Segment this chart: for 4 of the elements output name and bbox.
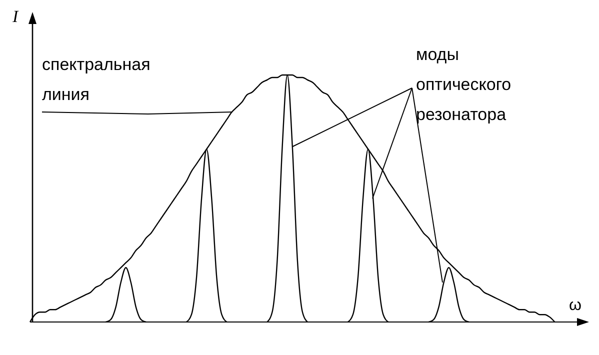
annotation: спектральная линия [42,55,150,104]
y-axis-title: I [12,7,20,26]
x-axis-title: ω [569,297,582,314]
annotation: моды оптического резонатора [416,45,512,124]
